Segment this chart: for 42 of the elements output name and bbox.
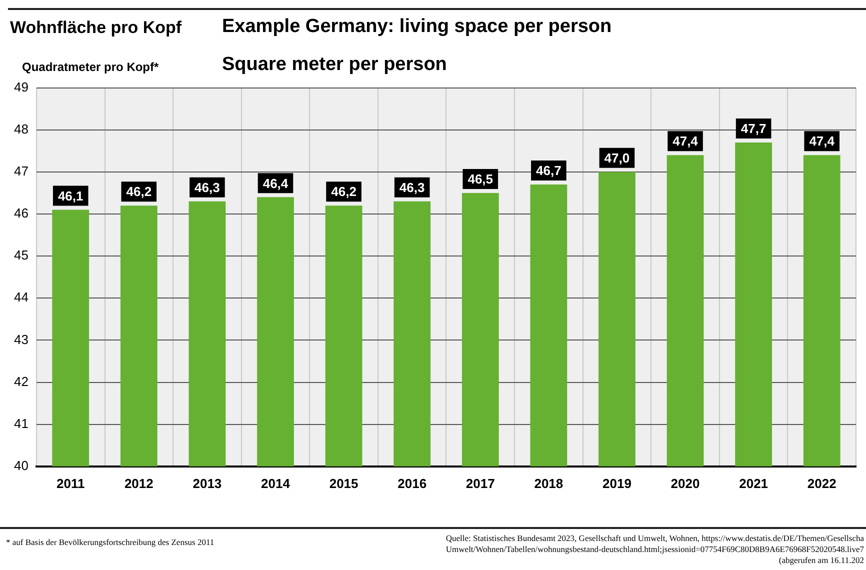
data-label: 47,4 — [672, 134, 699, 149]
y-tick-label: 42 — [14, 374, 28, 389]
text: Umwelt/Wohnen/Tabellen/wohnungsbestand-deutschland.html;jsessionid=07754F69C80D8B9A6E76968F52020548.live7 — [446, 544, 864, 555]
chart-subtitle: Example Germany: living space per person — [222, 16, 612, 38]
data-label: 47,7 — [740, 121, 766, 136]
x-tick-label: 2020 — [670, 476, 700, 491]
y-tick-label: 43 — [14, 332, 28, 347]
x-tick-label: 2022 — [807, 476, 836, 491]
y-tick-label: 49 — [14, 79, 28, 94]
data-label: 47,0 — [604, 150, 630, 166]
y-tick-label: 41 — [14, 416, 28, 431]
text: Square meter per person — [222, 54, 447, 76]
x-tick-label: 2021 — [739, 476, 768, 491]
text: (abgerufen am 16.11.202 — [778, 555, 864, 566]
source-note: Quelle: Statistisches Bundesamt 2023, Gesellschaft und Umwelt, Wohnen, https://www.destatis.de/DE/Themen/Gesellscha — [446, 533, 864, 544]
data-label: 46,5 — [468, 172, 494, 187]
y-tick-label: 48 — [14, 121, 28, 136]
data-label: 46,2 — [331, 184, 356, 200]
x-tick-label: 2016 — [398, 476, 427, 491]
y-tick-label: 45 — [14, 248, 28, 263]
data-label: 46,1 — [58, 188, 84, 204]
y-axis-title: Quadratmeter pro Kopf* — [22, 60, 159, 74]
data-label: 46,2 — [126, 184, 152, 200]
y-tick-label: 44 — [14, 290, 28, 305]
x-tick-label: 2019 — [602, 476, 632, 491]
y-tick-label: 46 — [14, 206, 28, 221]
data-label: 46,3 — [399, 180, 425, 195]
x-tick-label: 2014 — [261, 476, 291, 491]
chart-title: Wohnfläche pro Kopf — [10, 18, 182, 38]
data-label: 46,7 — [536, 163, 562, 178]
text: * auf Basis der Bevölkerungsfortschreibung des Zensus 2011 — [6, 537, 214, 547]
data-label: 46,3 — [194, 180, 220, 195]
x-tick-label: 2015 — [329, 476, 358, 491]
x-tick-label: 2012 — [124, 476, 154, 491]
data-label: 47,4 — [809, 134, 836, 149]
x-tick-label: 2017 — [466, 476, 495, 491]
data-label: 46,4 — [262, 176, 289, 191]
x-tick-label: 2011 — [56, 476, 85, 491]
y-tick-label: 40 — [14, 458, 28, 473]
x-tick-label: 2013 — [192, 476, 222, 491]
x-tick-label: 2018 — [534, 476, 564, 491]
y-tick-label: 47 — [14, 164, 28, 179]
